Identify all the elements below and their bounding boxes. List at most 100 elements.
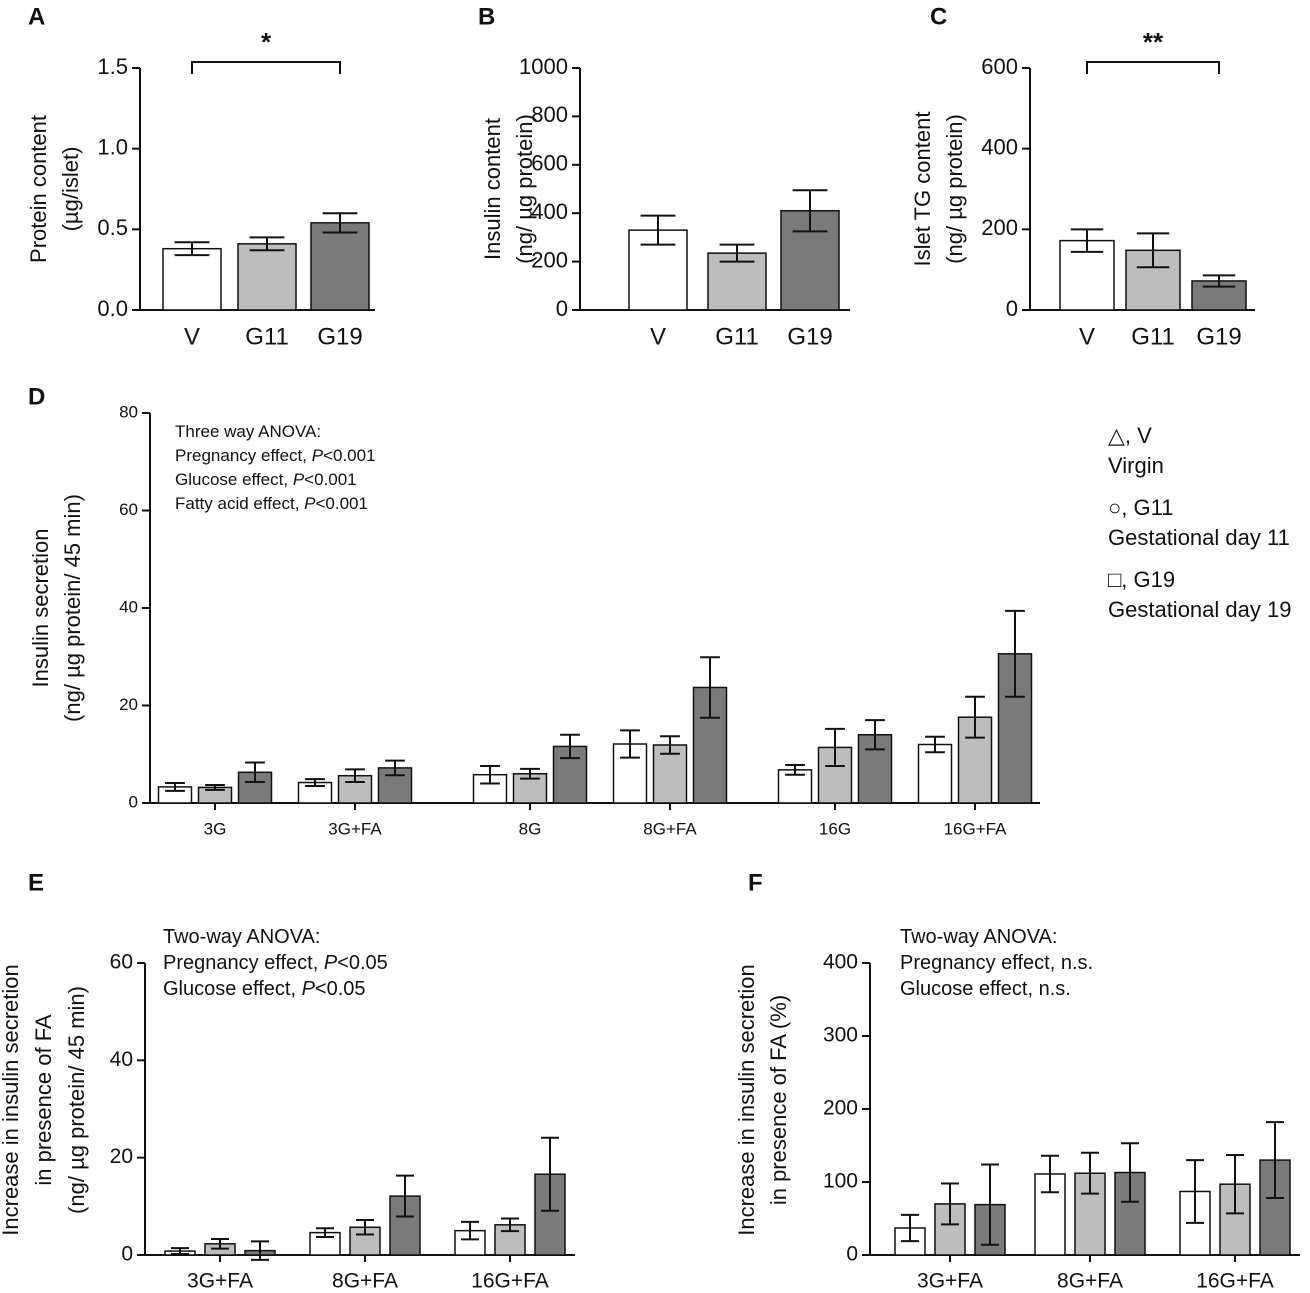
error-bar <box>719 243 755 263</box>
annotation-part: Two-way ANOVA: <box>900 926 1057 948</box>
panel-label: B <box>478 3 495 30</box>
y-axis-label: (ng/ µg protein/ 45 min) <box>60 494 85 722</box>
error-bar <box>345 768 365 784</box>
annotation-part: P <box>312 446 324 465</box>
error-bar <box>1266 1121 1284 1200</box>
error-bar <box>941 1182 959 1226</box>
y-axis-label: in presence of FA <box>31 1014 56 1186</box>
error-bar <box>520 767 540 780</box>
error-bar <box>981 1163 999 1246</box>
legend-description: Gestational day 19 <box>1108 597 1291 622</box>
y-tick-label: 60 <box>110 951 133 974</box>
error-bar <box>396 1174 414 1218</box>
y-axis-label: in presence of FA (%) <box>766 995 791 1205</box>
x-tick-label: G19 <box>787 323 832 350</box>
annotation-part: Pregnancy effect, n.s. <box>900 952 1093 974</box>
x-tick-label: G11 <box>1131 323 1175 350</box>
x-tick-label: V <box>184 323 200 350</box>
annotation-part: <0.001 <box>323 446 375 465</box>
y-axis-label: Protein content <box>26 115 51 263</box>
y-tick-label: 600 <box>531 151 568 176</box>
error-bar <box>901 1213 919 1243</box>
error-bar <box>1121 1142 1139 1203</box>
error-bar <box>865 719 885 751</box>
panel-label: D <box>28 383 45 410</box>
annotation: Two-way ANOVA: <box>163 926 320 948</box>
x-tick-label: 16G+FA <box>1196 1270 1274 1293</box>
x-tick-label: 8G+FA <box>332 1270 398 1293</box>
y-tick-label: 200 <box>981 215 1018 240</box>
error-bar <box>461 1220 479 1241</box>
annotation-part: Glucose effect, n.s. <box>900 978 1071 1000</box>
error-bar <box>1136 232 1170 269</box>
x-tick-label: 3G <box>204 819 227 838</box>
legend-description: Gestational day 11 <box>1108 525 1290 550</box>
y-tick-label: 400 <box>531 199 568 224</box>
panel-label: A <box>28 3 45 30</box>
x-tick-label: 3G+FA <box>187 1270 253 1293</box>
annotation-part: Glucose effect, <box>175 470 293 489</box>
y-tick-label: 20 <box>119 695 138 714</box>
annotation: Pregnancy effect, n.s. <box>900 952 1093 974</box>
annotation-part: Two-way ANOVA: <box>163 926 320 948</box>
error-bar <box>480 764 500 785</box>
y-axis-label: (ng/ µg protein/ 45 min) <box>64 986 89 1214</box>
annotation: Pregnancy effect, P<0.001 <box>175 446 376 465</box>
x-tick-label: V <box>650 323 666 350</box>
bar <box>494 1224 526 1256</box>
y-tick-label: 60 <box>119 500 138 519</box>
y-tick-label: 0 <box>846 1243 858 1266</box>
bar <box>162 247 222 311</box>
error-bar <box>316 1227 334 1238</box>
annotation-part: <0.05 <box>337 952 388 974</box>
annotation-part: <0.05 <box>315 978 366 1000</box>
y-tick-label: 800 <box>531 102 568 127</box>
annotation-part: P <box>302 978 316 1000</box>
error-bar <box>620 729 640 759</box>
significance-bracket <box>191 61 341 74</box>
error-bar <box>501 1217 519 1233</box>
y-tick-label: 0 <box>129 792 138 811</box>
error-bar <box>165 782 185 792</box>
error-bar <box>825 727 845 767</box>
error-bar <box>785 763 805 776</box>
error-bar <box>385 759 405 777</box>
y-tick-label: 0 <box>1006 296 1018 321</box>
y-tick-label: 0.5 <box>97 215 128 240</box>
y-tick-label: 40 <box>110 1048 133 1071</box>
y-axis-label: Insulin secretion <box>28 529 53 688</box>
bar <box>310 222 370 311</box>
y-tick-label: 20 <box>110 1145 133 1168</box>
x-tick-label: 8G+FA <box>1057 1270 1123 1293</box>
error-bar <box>1186 1159 1204 1224</box>
panel-label: E <box>28 869 44 896</box>
x-tick-label: G11 <box>715 323 759 350</box>
error-bar <box>305 778 325 787</box>
y-tick-label: 1.0 <box>97 134 128 159</box>
annotation-part: P <box>324 952 338 974</box>
y-tick-label: 0 <box>121 1243 133 1266</box>
panel-label: C <box>930 3 947 30</box>
annotation-part: P <box>293 470 305 489</box>
error-bar <box>171 1247 189 1256</box>
error-bar <box>251 1240 269 1261</box>
x-tick-label: 3G+FA <box>917 1270 983 1293</box>
error-bar <box>660 735 680 755</box>
legend-entry: ○, G11 <box>1108 495 1173 520</box>
error-bar <box>1070 228 1104 253</box>
bar <box>552 745 588 804</box>
x-tick-label: G11 <box>245 323 289 350</box>
significance-label: * <box>261 27 272 57</box>
annotation: Fatty acid effect, P<0.001 <box>175 494 368 513</box>
annotation-part: <0.001 <box>304 470 356 489</box>
x-tick-label: 16G+FA <box>471 1270 549 1293</box>
error-bar <box>245 761 265 784</box>
y-tick-label: 100 <box>823 1170 858 1193</box>
y-tick-label: 80 <box>119 402 138 421</box>
error-bar <box>249 236 285 252</box>
error-bar <box>560 733 580 760</box>
y-tick-label: 40 <box>119 597 138 616</box>
y-axis-label: (ng/ µg protein) <box>512 114 537 264</box>
y-tick-label: 200 <box>823 1097 858 1120</box>
